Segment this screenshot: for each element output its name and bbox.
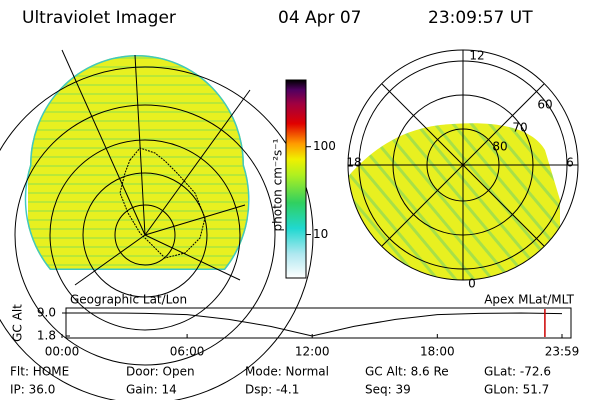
- altitude-xtick-label: 00:00: [45, 345, 80, 359]
- altitude-frame: [65, 307, 572, 339]
- altitude-xtick-label: 23:59: [545, 345, 580, 359]
- colorbar-tick-label: 10: [313, 227, 328, 241]
- status-field: GC Alt: 8.6 Re: [365, 365, 449, 379]
- status-field: GLon: 51.7: [484, 383, 549, 397]
- colorbar-ticks: 10 100: [306, 139, 336, 241]
- mlt-label: 6: [566, 156, 574, 170]
- status-field: Seq: 39: [365, 383, 411, 397]
- altitude-line: [62, 312, 563, 337]
- mlt-label: 12: [469, 49, 484, 63]
- altitude-xtick-label: 12:00: [295, 345, 330, 359]
- lat-label: 70: [512, 121, 527, 135]
- map-grid: [0, 49, 314, 400]
- lat-label: 80: [492, 140, 507, 154]
- status-field: IP: 36.0: [10, 383, 55, 397]
- left-panel-label: Geographic Lat/Lon: [70, 293, 187, 307]
- status-field: Door: Open: [126, 365, 195, 379]
- status-field: Dsp: -4.1: [245, 383, 299, 397]
- time: 23:09:57 UT: [428, 8, 533, 28]
- altitude-ytick-label: 1.8: [37, 329, 56, 343]
- mlt-label: 18: [346, 156, 361, 170]
- polar-label: Apex MLat/MLT: [484, 293, 574, 307]
- polar-grid: [347, 49, 579, 281]
- status-field: Flt: HOME: [10, 365, 69, 379]
- altitude-xtick-label: 06:00: [170, 345, 205, 359]
- geo-image: [24, 55, 250, 270]
- status-field: Gain: 14: [126, 383, 177, 397]
- altitude-plot: 9.0 1.8 00:00 06:00 12:00 18:00 23:59: [37, 306, 579, 359]
- altitude-xtick-label: 18:00: [420, 345, 455, 359]
- footer: Flt: HOME Door: Open Mode: Normal GC Alt: 8…: [10, 365, 551, 397]
- polar-image: [348, 123, 560, 280]
- colorbar-label: photon cm⁻²s⁻¹: [271, 138, 285, 231]
- title: Ultraviolet Imager: [22, 8, 176, 28]
- colorbar: [285, 79, 307, 279]
- mlt-label: 0: [468, 277, 476, 291]
- altitude-ylabel: GC Alt: [11, 304, 25, 342]
- status-field: GLat: -72.6: [484, 365, 551, 379]
- altitude-ytick-label: 9.0: [37, 306, 56, 320]
- lat-label: 60: [537, 98, 552, 112]
- status-field: Mode: Normal: [245, 365, 329, 379]
- date: 04 Apr 07: [278, 8, 361, 28]
- colorbar-tick-label: 100: [313, 139, 336, 153]
